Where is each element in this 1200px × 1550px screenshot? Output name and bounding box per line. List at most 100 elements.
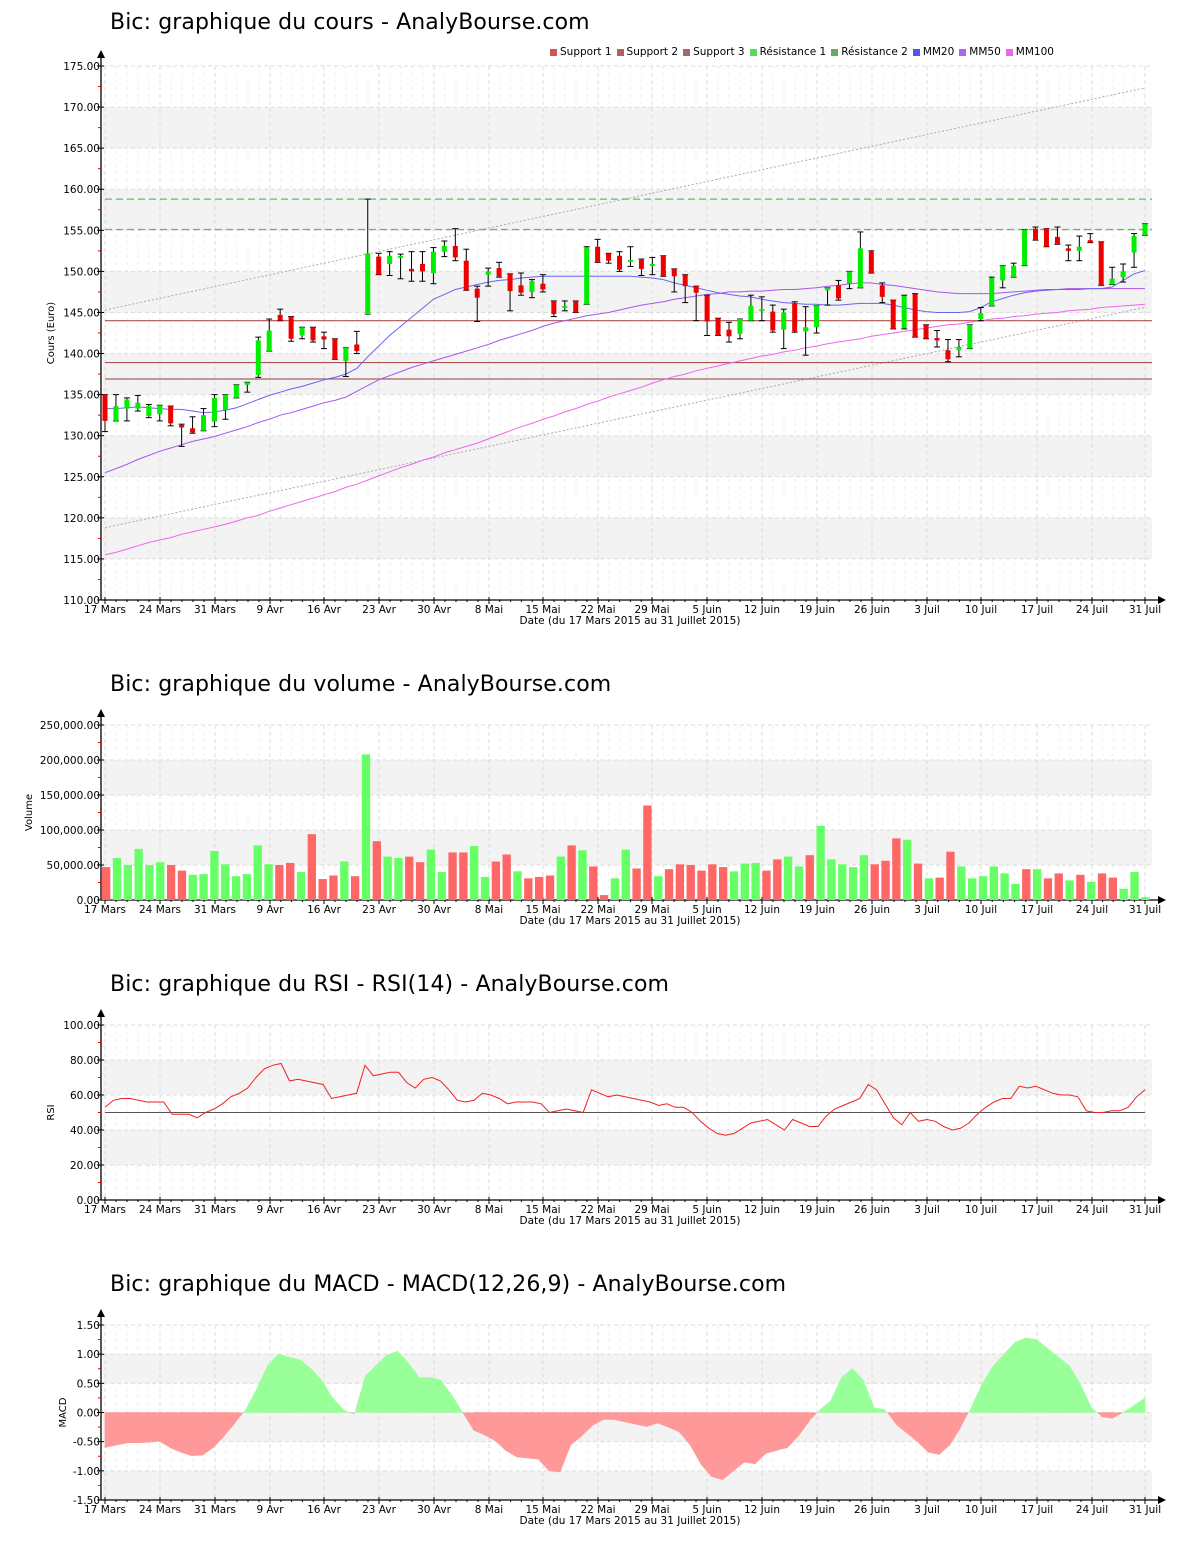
- candle-down: [835, 285, 841, 299]
- volume-bar-up: [340, 861, 349, 900]
- volume-bar-down: [1108, 877, 1118, 900]
- x-tick-label: 9 Avr: [256, 1504, 284, 1516]
- candle-down: [638, 259, 644, 269]
- volume-bar-up: [1141, 897, 1150, 900]
- x-tick-label: 31 Mars: [194, 1204, 236, 1216]
- volume-bar-up: [1119, 888, 1128, 900]
- legend-label: MM20: [922, 46, 955, 58]
- y-axis-arrow-icon: [97, 1309, 105, 1317]
- volume-bar-up: [783, 856, 793, 900]
- macd-area-negative: [462, 1412, 474, 1430]
- volume-bar-up: [1130, 872, 1139, 900]
- y-tick-label: 0.00: [77, 895, 100, 907]
- mm100-line: [104, 303, 1146, 556]
- candle-up: [814, 305, 820, 328]
- y-axis-label: Cours (Euro): [46, 302, 57, 365]
- candle-up: [485, 271, 491, 275]
- y-tick-label: 165.00: [63, 143, 100, 155]
- volume-bar-down: [762, 870, 771, 900]
- grid-band: [103, 107, 1152, 149]
- macd-area-positive: [299, 1359, 312, 1413]
- x-tick-label: 19 Juin: [799, 604, 835, 616]
- candle-down: [310, 327, 316, 341]
- volume-bar-down: [307, 834, 316, 900]
- volume-bar-up: [231, 876, 241, 900]
- macd-area-negative: [516, 1412, 528, 1459]
- x-tick-label: 10 Juil: [965, 904, 997, 916]
- macd-chart-panel: Bic: graphique du MACD - MACD(12,26,9) -…: [0, 1260, 1200, 1550]
- y-tick-label: 145.00: [63, 307, 100, 319]
- volume-bar-up: [578, 850, 587, 900]
- x-tick-label: 5 Juin: [692, 604, 721, 616]
- volume-bar-down: [599, 895, 609, 900]
- candle-up: [737, 319, 743, 334]
- volume-bar-up: [1032, 869, 1042, 900]
- macd-area-negative: [548, 1412, 561, 1473]
- y-tick-label: 130.00: [63, 431, 100, 443]
- y-tick-label: 140.00: [63, 349, 100, 361]
- candle-down: [671, 268, 677, 277]
- candle-up: [135, 402, 141, 409]
- grid-band: [103, 271, 1152, 313]
- volume-bar-down: [881, 860, 890, 900]
- volume-bar-down: [946, 851, 955, 900]
- x-tick-label: 10 Juil: [965, 604, 997, 616]
- rsi-chart-panel: Bic: graphique du RSI - RSI(14) - AnalyB…: [0, 960, 1200, 1240]
- macd-area-negative: [559, 1412, 572, 1473]
- x-tick-label: 26 Juin: [854, 604, 890, 616]
- candle-up: [1022, 229, 1028, 266]
- x-tick-label: 17 Mars: [84, 1504, 126, 1516]
- volume-bar-down: [318, 879, 327, 900]
- x-tick-label: 22 Mai: [580, 904, 615, 916]
- macd-area-positive: [968, 1406, 972, 1413]
- macd-area-positive: [1014, 1337, 1027, 1413]
- y-tick-label: 125.00: [63, 472, 100, 484]
- volume-bar-down: [892, 838, 901, 900]
- volume-bar-down: [686, 865, 695, 900]
- volume-bar-down: [1054, 873, 1063, 900]
- macd-area-negative: [776, 1412, 788, 1451]
- volume-bar-up: [1011, 883, 1020, 900]
- volume-chart-title: Bic: graphique du volume - AnalyBourse.c…: [110, 672, 612, 697]
- macd-area-negative: [689, 1412, 702, 1465]
- candle-up: [430, 251, 436, 274]
- volume-bar-down: [350, 876, 360, 900]
- candle-down: [474, 288, 480, 298]
- volume-bar-down: [913, 863, 923, 900]
- x-tick-label: 30 Avr: [417, 1504, 451, 1516]
- x-tick-label: 9 Avr: [256, 1204, 284, 1216]
- channel-upper-line: [104, 87, 1145, 311]
- y-tick-label: 1.50: [77, 1320, 100, 1332]
- candle-down: [606, 253, 612, 261]
- candle-down: [518, 285, 524, 293]
- x-tick-label: 23 Avr: [362, 904, 396, 916]
- candle-up: [529, 281, 535, 292]
- macd-area-negative: [635, 1412, 647, 1427]
- x-tick-label: 23 Avr: [362, 1504, 396, 1516]
- channel-lower-line: [104, 307, 1145, 529]
- x-axis-label: Date (du 17 Mars 2015 au 31 Juillet 2015…: [520, 615, 741, 627]
- x-tick-label: 31 Mars: [194, 1504, 236, 1516]
- candle-up: [124, 399, 130, 409]
- macd-area-positive: [1122, 1404, 1135, 1413]
- volume-bar-up: [123, 865, 132, 900]
- x-tick-label: 29 Mai: [634, 1204, 669, 1216]
- x-tick-label: 12 Juin: [744, 604, 780, 616]
- candle-down: [354, 344, 360, 352]
- volume-bar-down: [545, 875, 555, 900]
- volume-bar-up: [188, 874, 197, 900]
- x-tick-label: 10 Juil: [965, 1204, 997, 1216]
- macd-area-negative: [350, 1412, 355, 1415]
- y-tick-label: 80.00: [70, 1055, 100, 1067]
- x-tick-label: 30 Avr: [417, 904, 451, 916]
- candle-up: [113, 406, 119, 421]
- volume-bar-down: [805, 855, 814, 900]
- x-tick-label: 29 Mai: [634, 1504, 669, 1516]
- price-chart-legend: Support 1 Support 2 Support 3 Résistance…: [550, 46, 1054, 58]
- y-axis-label: RSI: [46, 1104, 57, 1120]
- volume-chart-panel: Bic: graphique du volume - AnalyBourse.c…: [0, 660, 1200, 940]
- grid-lines: [103, 65, 1152, 601]
- x-tick-label: 17 Juil: [1021, 604, 1053, 616]
- macd-area-positive: [873, 1407, 886, 1413]
- y-tick-label: 0.50: [77, 1378, 100, 1390]
